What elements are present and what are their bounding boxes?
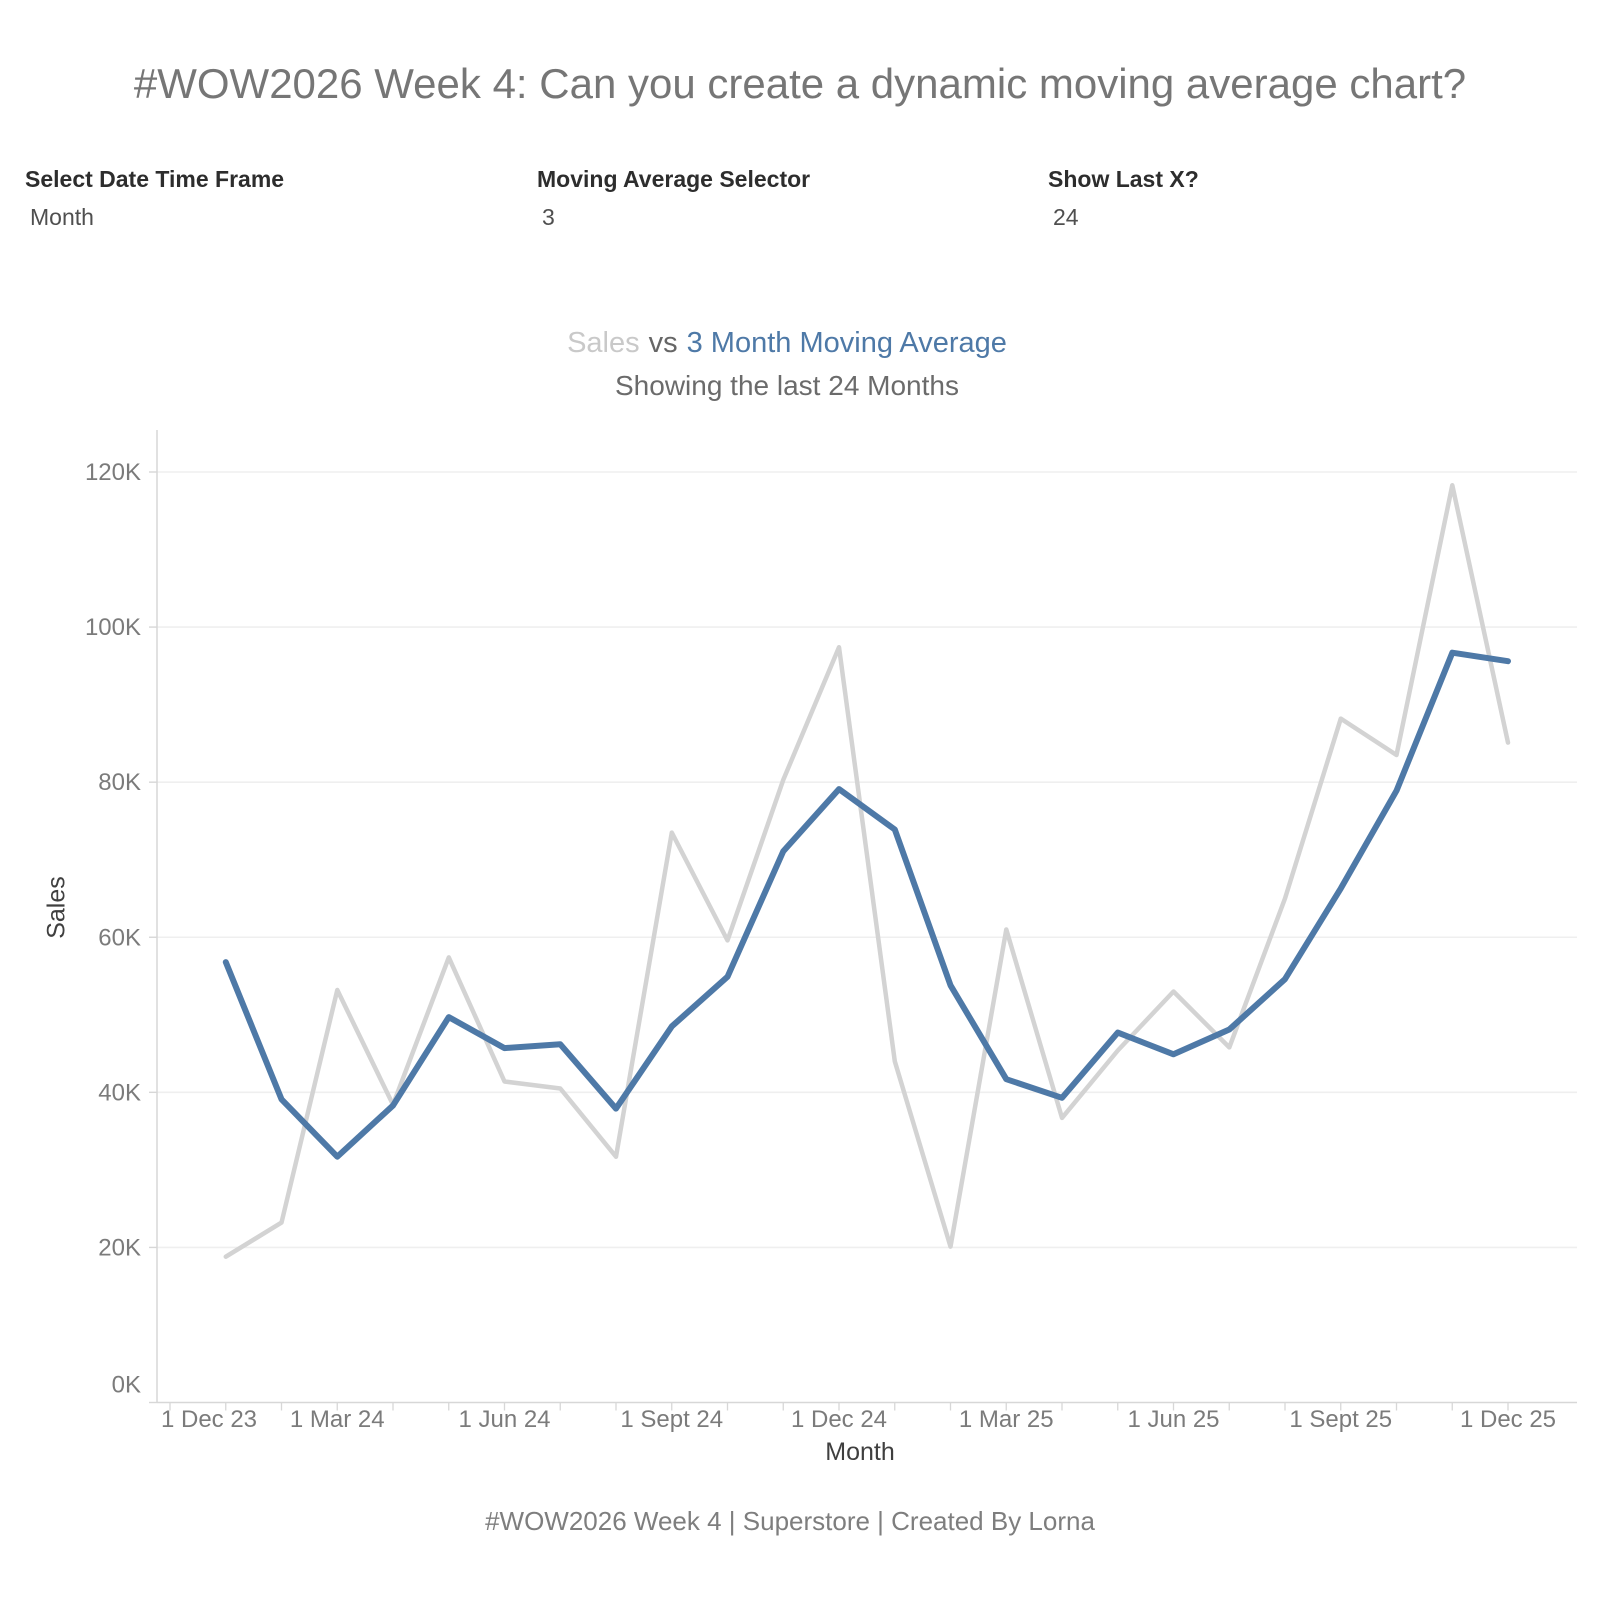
parameter-show-last-x: Show Last X? 24 (1048, 166, 1199, 231)
parameter-value-dropdown[interactable]: Month (30, 204, 94, 230)
chart-title-moving-average-label: 3 Month Moving Average (686, 327, 1007, 359)
parameter-value-dropdown[interactable]: 3 (542, 204, 555, 230)
x-tick-label: 1 Sept 24 (620, 1406, 723, 1433)
chart-title-separator: vs (648, 327, 678, 359)
parameter-label: Show Last X? (1048, 166, 1199, 192)
page-title: #WOW2026 Week 4: Can you create a dynami… (133, 60, 1467, 107)
x-tick-label: 1 Sept 25 (1289, 1406, 1392, 1433)
x-tick-label: 1 Dec 24 (791, 1406, 887, 1433)
x-tick-label: 1 Dec 23 (161, 1406, 257, 1433)
x-tick-label: 1 Jun 24 (458, 1406, 550, 1433)
moving-average-line[interactable] (222, 649, 1511, 1160)
y-tick-label: 20K (98, 1234, 141, 1261)
y-tick-label: 100K (85, 614, 141, 641)
footer-caption: #WOW2026 Week 4 | Superstore | Created B… (485, 1506, 1095, 1536)
x-tick-label: 1 Mar 25 (959, 1406, 1054, 1433)
chart-title-sales-series-label: Sales (567, 327, 640, 359)
y-tick-label: 80K (98, 769, 141, 796)
x-axis-title: Month (825, 1438, 895, 1466)
sales-line[interactable] (223, 482, 1511, 1259)
chart-subtitle: Showing the last 24 Months (615, 370, 959, 401)
x-tick-label: 1 Dec 25 (1460, 1406, 1556, 1433)
parameter-moving-average-selector: Moving Average Selector 3 (537, 166, 810, 231)
parameter-value-dropdown[interactable]: 24 (1053, 204, 1079, 230)
parameter-date-time-frame: Select Date Time Frame Month (25, 166, 284, 231)
y-tick-label: 60K (98, 924, 141, 951)
y-tick-label: 120K (85, 459, 141, 486)
y-tick-label: 40K (98, 1079, 141, 1106)
x-tick-label: 1 Jun 25 (1127, 1406, 1219, 1433)
x-tick-label: 1 Mar 24 (290, 1406, 385, 1433)
parameter-label: Moving Average Selector (537, 166, 811, 192)
parameter-label: Select Date Time Frame (25, 166, 285, 192)
chart-title: Sales vs 3 Month Moving Average (0, 327, 1574, 360)
y-axis-title: Sales (42, 876, 71, 939)
y-tick-label: 0K (112, 1372, 141, 1399)
